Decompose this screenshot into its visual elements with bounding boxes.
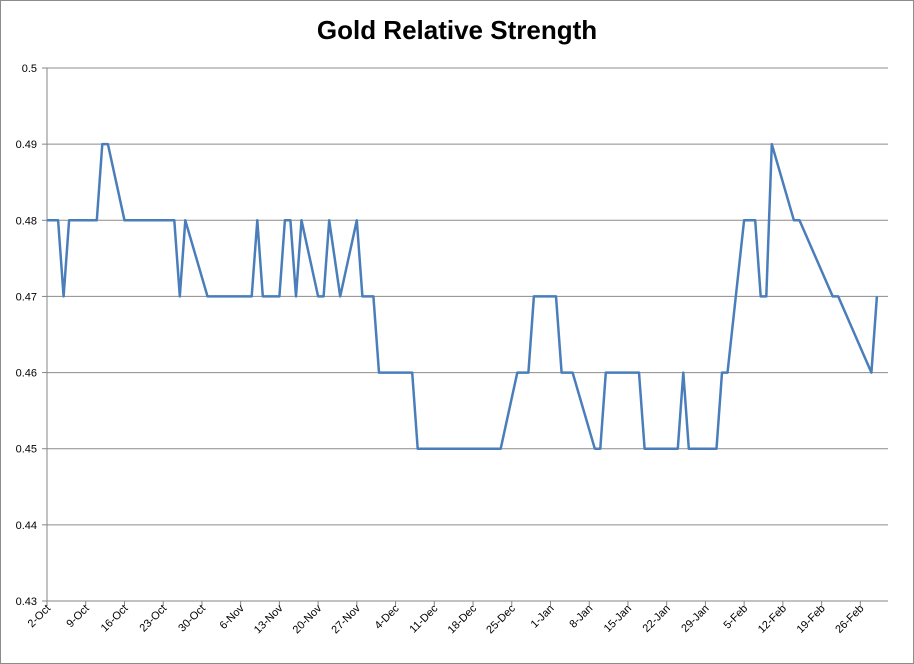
series [47,142,879,450]
x-tick-label: 23-Oct [137,603,169,635]
x-tick-label: 1-Jan [529,603,557,631]
x-tick-label: 18-Dec [446,602,480,636]
x-tick-label: 12-Feb [756,603,789,636]
y-tick-label: 0.46 [16,368,37,380]
y-tick-label: 0.47 [16,291,37,303]
x-tick-label: 20-Nov [291,602,325,636]
x-tick-label: 13-Nov [252,602,286,636]
series-line [47,142,879,450]
y-tick-label: 0.48 [16,215,37,227]
x-tick-label: 11-Dec [407,602,440,635]
axes [42,67,888,606]
gridlines [47,67,888,602]
y-tick-label: 0.5 [22,63,37,75]
x-tick-label: 9-Oct [64,603,92,631]
x-tick-label: 8-Jan [567,603,595,631]
x-tick-label: 19-Feb [795,603,828,636]
x-tick-label: 5-Feb [721,603,750,632]
y-tick-labels: 0.43 0.44 0.45 0.46 0.47 0.48 0.49 0.5 [16,63,37,608]
x-tick-label: 27-Nov [329,602,363,636]
x-tick-label: 26-Feb [833,603,866,636]
x-tick-label: 6-Nov [218,602,248,632]
chart-title: Gold Relative Strength [316,15,598,45]
x-tick-label: 25-Dec [484,602,518,636]
y-tick-label: 0.44 [16,520,37,532]
x-tick-label: 16-Oct [99,603,131,635]
y-tick-label: 0.45 [16,444,37,456]
x-tick-label: 4-Dec [372,602,402,632]
y-tick-label: 0.49 [16,139,37,151]
x-tick-label: 22-Jan [641,603,673,635]
x-tick-labels: 2-Oct 9-Oct 16-Oct 23-Oct 30-Oct 6-Nov 13-Nov 2… [26,602,867,636]
x-tick-label: 29-Jan [679,603,711,635]
y-tick-label: 0.43 [16,596,37,608]
x-tick-label: 15-Jan [602,603,634,635]
x-tick-label: 30-Oct [176,603,208,635]
